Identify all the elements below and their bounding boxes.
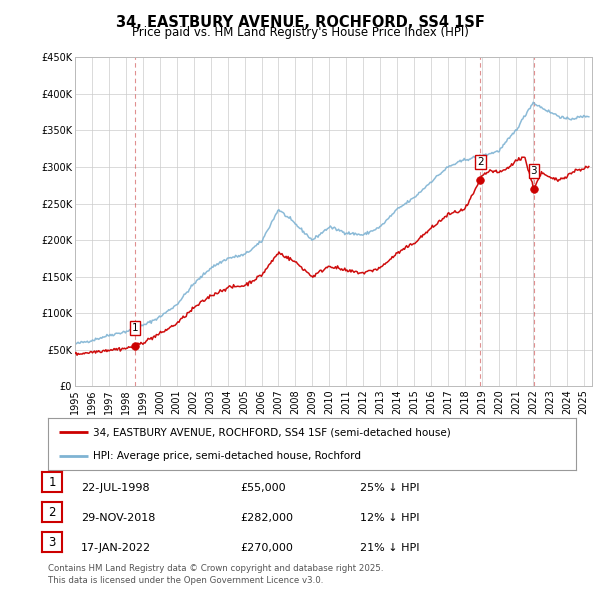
Text: 21% ↓ HPI: 21% ↓ HPI xyxy=(360,543,419,553)
Text: Price paid vs. HM Land Registry's House Price Index (HPI): Price paid vs. HM Land Registry's House … xyxy=(131,26,469,39)
Text: 2: 2 xyxy=(477,157,484,167)
Text: £55,000: £55,000 xyxy=(240,483,286,493)
Text: 12% ↓ HPI: 12% ↓ HPI xyxy=(360,513,419,523)
Text: 3: 3 xyxy=(530,166,537,176)
Text: 29-NOV-2018: 29-NOV-2018 xyxy=(81,513,155,523)
Text: 3: 3 xyxy=(49,536,56,549)
Text: 22-JUL-1998: 22-JUL-1998 xyxy=(81,483,149,493)
Text: 1: 1 xyxy=(48,476,56,489)
Text: 2: 2 xyxy=(48,506,56,519)
Text: 25% ↓ HPI: 25% ↓ HPI xyxy=(360,483,419,493)
Text: 34, EASTBURY AVENUE, ROCHFORD, SS4 1SF: 34, EASTBURY AVENUE, ROCHFORD, SS4 1SF xyxy=(116,15,484,30)
Text: 17-JAN-2022: 17-JAN-2022 xyxy=(81,543,151,553)
Text: £270,000: £270,000 xyxy=(240,543,293,553)
Text: 1: 1 xyxy=(132,323,139,333)
Text: 34, EASTBURY AVENUE, ROCHFORD, SS4 1SF (semi-detached house): 34, EASTBURY AVENUE, ROCHFORD, SS4 1SF (… xyxy=(93,427,451,437)
Text: Contains HM Land Registry data © Crown copyright and database right 2025.
This d: Contains HM Land Registry data © Crown c… xyxy=(48,565,383,585)
Text: HPI: Average price, semi-detached house, Rochford: HPI: Average price, semi-detached house,… xyxy=(93,451,361,461)
Text: £282,000: £282,000 xyxy=(240,513,293,523)
